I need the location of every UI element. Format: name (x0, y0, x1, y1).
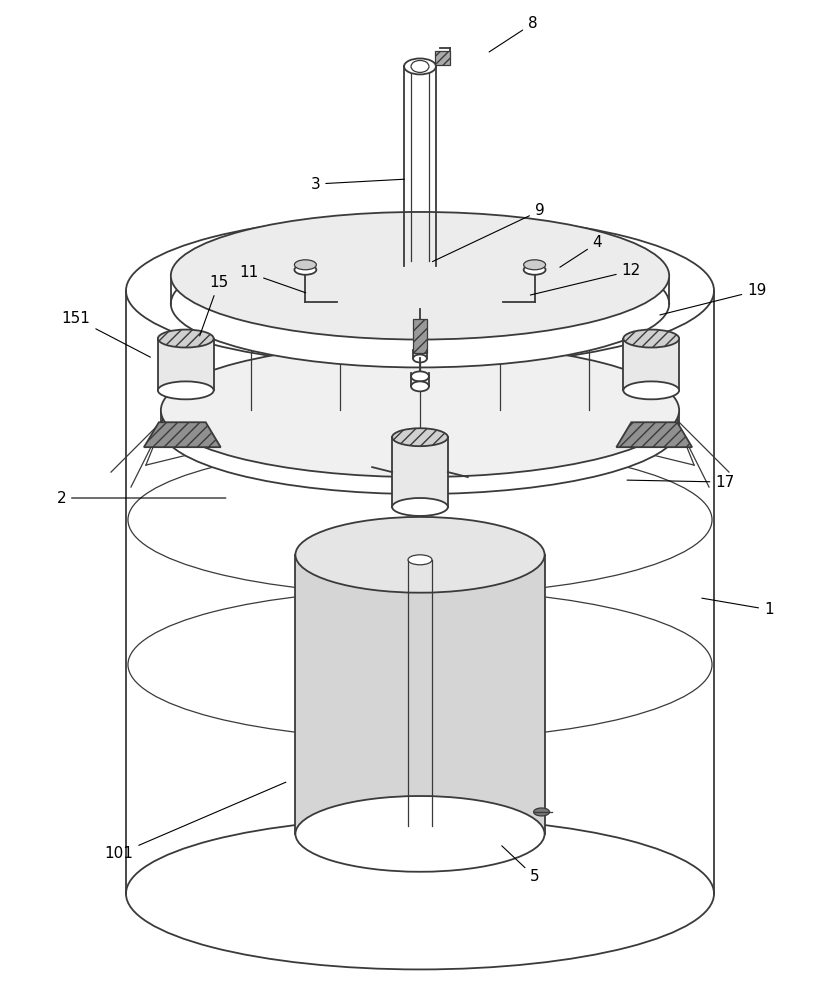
Text: 11: 11 (239, 265, 306, 293)
Ellipse shape (623, 381, 680, 399)
Bar (296, 555, 544, 834)
Ellipse shape (413, 354, 427, 362)
Ellipse shape (392, 498, 448, 516)
Polygon shape (144, 422, 221, 447)
Text: 15: 15 (200, 275, 228, 336)
Ellipse shape (411, 371, 429, 381)
Ellipse shape (171, 240, 669, 367)
Bar (413, 319, 427, 353)
Ellipse shape (160, 344, 680, 477)
Text: 12: 12 (530, 263, 641, 295)
Ellipse shape (158, 330, 213, 348)
Ellipse shape (411, 60, 429, 72)
Ellipse shape (411, 381, 429, 391)
Ellipse shape (404, 58, 436, 74)
Text: 2: 2 (56, 491, 226, 506)
Bar (392, 437, 448, 507)
Ellipse shape (296, 517, 544, 593)
Text: 101: 101 (104, 782, 286, 861)
Ellipse shape (171, 212, 669, 340)
Text: 17: 17 (627, 475, 735, 490)
Bar (158, 339, 213, 390)
Text: 9: 9 (433, 203, 544, 262)
Text: 3: 3 (311, 177, 404, 192)
Ellipse shape (126, 215, 714, 366)
Text: 4: 4 (560, 235, 602, 267)
Bar (623, 339, 680, 390)
Text: 19: 19 (660, 283, 767, 315)
Ellipse shape (296, 796, 544, 872)
Polygon shape (617, 422, 692, 447)
Ellipse shape (623, 330, 680, 348)
Ellipse shape (294, 260, 317, 270)
Ellipse shape (160, 360, 680, 494)
Text: 5: 5 (501, 846, 539, 884)
Ellipse shape (408, 555, 432, 565)
Ellipse shape (294, 265, 317, 275)
Ellipse shape (533, 808, 549, 816)
Text: 151: 151 (61, 311, 150, 357)
Ellipse shape (158, 381, 213, 399)
Ellipse shape (523, 265, 546, 275)
Ellipse shape (523, 260, 546, 270)
Bar (435, 51, 450, 65)
Ellipse shape (392, 428, 448, 446)
Text: 8: 8 (489, 16, 538, 52)
Ellipse shape (126, 818, 714, 969)
Text: 1: 1 (701, 598, 774, 617)
